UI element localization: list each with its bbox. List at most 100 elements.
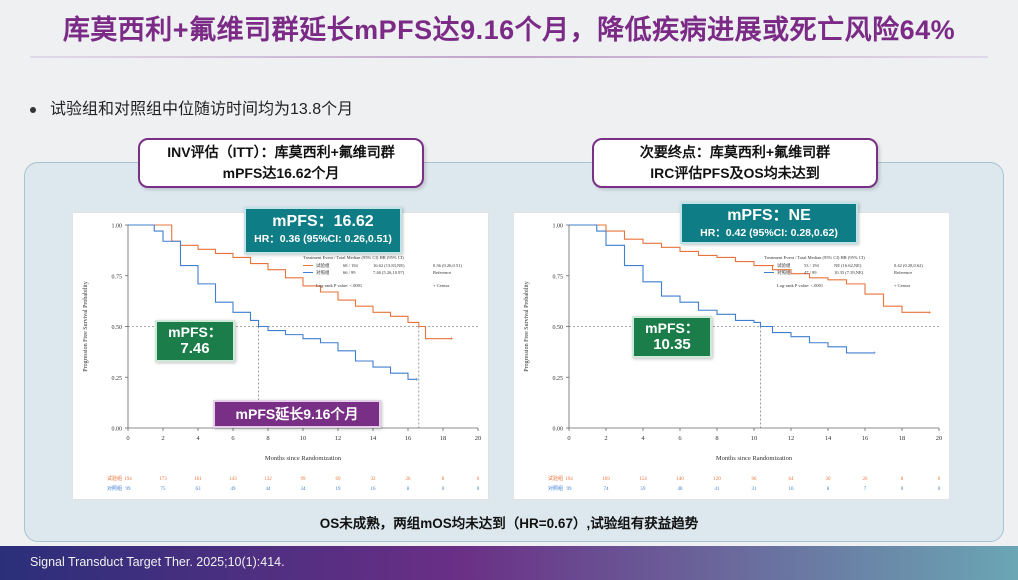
- risk-value: 8: [827, 487, 830, 492]
- x-tick-label: 18: [440, 435, 447, 442]
- km-curve-experimental: [569, 224, 930, 313]
- risk-value: 99: [567, 487, 573, 492]
- x-tick-label: 18: [899, 435, 906, 442]
- x-tick-label: 6: [678, 435, 682, 442]
- risk-value: 34: [301, 487, 307, 492]
- title-divider: [30, 56, 988, 58]
- censor-legend: + Censor: [894, 283, 911, 288]
- risk-value: 169: [602, 477, 610, 482]
- x-tick-label: 8: [266, 435, 269, 442]
- right-ctrl-mpfs-value: 10.35: [653, 336, 691, 353]
- risk-value: 69: [336, 477, 342, 482]
- y-tick-label: 0.75: [112, 274, 123, 280]
- risk-value: 0: [477, 487, 480, 492]
- right-exp-hr: HR：0.42 (95%CI: 0.28,0.62): [700, 227, 838, 239]
- y-tick-label: 0.00: [112, 427, 123, 433]
- risk-value: 120: [713, 477, 721, 482]
- x-tick-label: 10: [751, 435, 758, 442]
- left-ctrl-mpfs-callout: mPFS： 7.46: [155, 320, 235, 362]
- legend-name: 对照组: [316, 269, 330, 276]
- risk-value: 8: [442, 477, 445, 482]
- left-exp-mpfs-callout: mPFS：16.62 HR：0.36 (95%CI: 0.26,0.51): [244, 207, 402, 254]
- left-exp-mpfs-value: mPFS：16.62: [272, 213, 374, 230]
- legend-name: 试验组: [316, 262, 330, 269]
- risk-value: 16: [371, 487, 377, 492]
- legend-events: 53 / 194: [804, 263, 820, 268]
- x-tick-label: 2: [161, 435, 164, 442]
- risk-value: 59: [641, 487, 647, 492]
- risk-value: 194: [565, 477, 573, 482]
- y-tick-label: 0.25: [112, 376, 123, 382]
- x-tick-label: 4: [641, 435, 645, 442]
- censor-mark: +: [872, 351, 876, 357]
- left-header-line2: mPFS达16.62个月: [222, 165, 340, 181]
- x-tick-label: 4: [196, 435, 200, 442]
- x-axis-label: Months since Randomization: [716, 455, 793, 462]
- right-header-line1: 次要终点：库莫西利+氟维司群: [639, 144, 831, 160]
- os-note: OS未成熟，两组mOS均未达到（HR=0.67）,试验组有获益趋势: [319, 516, 699, 531]
- legend-hr: 0.36 (0.26,0.51): [433, 263, 462, 269]
- censor-mark: +: [415, 377, 419, 383]
- footer-bar: Signal Transduct Target Ther. 2025;10(1)…: [0, 546, 1018, 580]
- y-tick-label: 0.25: [553, 376, 564, 382]
- risk-value: 194: [124, 477, 132, 482]
- legend-median: 7.46 (5.26,10.97): [373, 270, 405, 276]
- risk-value: 31: [752, 487, 758, 492]
- censor-legend: + Censor: [433, 283, 450, 288]
- risk-row-label: 对照组: [548, 485, 563, 492]
- y-tick-label: 1.00: [553, 224, 564, 230]
- bullet-item: 试验组和对照组中位随访时间均为13.8个月: [30, 95, 353, 119]
- y-tick-label: 0.50: [112, 325, 123, 331]
- risk-value: 64: [789, 477, 795, 482]
- risk-value: 99: [126, 487, 132, 492]
- risk-value: 41: [715, 487, 721, 492]
- y-axis-label: Progression Free Survival Probability: [83, 281, 89, 372]
- risk-value: 0: [901, 487, 904, 492]
- x-tick-label: 2: [604, 435, 607, 442]
- censor-mark: +: [450, 337, 454, 343]
- x-tick-label: 14: [825, 435, 832, 442]
- risk-value: 99: [301, 477, 307, 482]
- x-tick-label: 12: [788, 435, 795, 442]
- y-tick-label: 0.75: [553, 274, 564, 280]
- bullet-text: 试验组和对照组中位随访时间均为13.8个月: [50, 101, 354, 118]
- x-tick-label: 0: [567, 435, 570, 442]
- risk-value: 16: [789, 487, 795, 492]
- risk-row-label: 对照组: [107, 485, 122, 492]
- risk-value: 154: [639, 477, 647, 482]
- right-header-box: 次要终点：库莫西利+氟维司群 IRC评估PFS及OS均未达到: [592, 138, 878, 188]
- risk-value: 173: [159, 477, 167, 482]
- risk-value: 7: [864, 487, 867, 492]
- legend-events: 66 / 99: [343, 270, 356, 275]
- left-km-chart: 0.00 0.25 0.50 0.75 1.00 0 2 4 6 8 10 12 14 16 18 20 Mon…: [72, 212, 489, 500]
- risk-value: 0: [938, 487, 941, 492]
- legend-median: 10.35 (7.39,NE): [834, 270, 864, 276]
- left-ctrl-mpfs-value: 7.46: [180, 340, 210, 357]
- left-exp-hr: HR：0.36 (95%CI: 0.26,0.51): [254, 233, 392, 245]
- y-tick-label: 1.00: [112, 224, 123, 230]
- risk-value: 63: [196, 487, 202, 492]
- risk-row-label: 试验组: [548, 475, 563, 482]
- legend-hr: 0.42 (0.28,0.62): [894, 263, 923, 269]
- km-curve-control: [128, 224, 417, 380]
- legend-hr: Reference: [433, 270, 451, 275]
- legend-header: Treatment Event / Total Median (95% CI) …: [303, 255, 404, 260]
- left-header-box: INV评估（ITT）：库莫西利+氟维司群 mPFS达16.62个月: [138, 138, 424, 188]
- left-km-svg: 0.000.250.500.751.000 2 4 6 8 10 12 14 16 18 20Mon…: [83, 224, 482, 493]
- y-tick-label: 0.00: [553, 427, 564, 433]
- risk-value: 26: [863, 477, 869, 482]
- legend-median: NE (16.62,NE): [834, 263, 862, 269]
- slide-title: 库莫西利+氟维司群延长mPFS达9.16个月，降低疾病进展或死亡风险64%: [62, 15, 956, 45]
- risk-value: 0: [938, 477, 941, 482]
- right-km-chart: 0.00 0.25 0.50 0.75 1.00 0 2 4 6 8 10 12 14 16 18 20 Mon…: [513, 212, 950, 500]
- left-ctrl-mpfs-label: mPFS：: [168, 324, 222, 340]
- x-tick-label: 14: [370, 435, 377, 442]
- censor-mark: +: [928, 310, 932, 316]
- risk-value: 48: [678, 487, 684, 492]
- legend-median: 16.62 (13.83,NE): [373, 263, 405, 269]
- x-tick-label: 20: [475, 435, 482, 442]
- risk-value: 19: [336, 487, 342, 492]
- right-exp-mpfs-callout: mPFS：NE HR：0.42 (95%CI: 0.28,0.62): [680, 202, 858, 244]
- right-ctrl-mpfs-label: mPFS：: [645, 320, 699, 336]
- x-tick-label: 12: [335, 435, 342, 442]
